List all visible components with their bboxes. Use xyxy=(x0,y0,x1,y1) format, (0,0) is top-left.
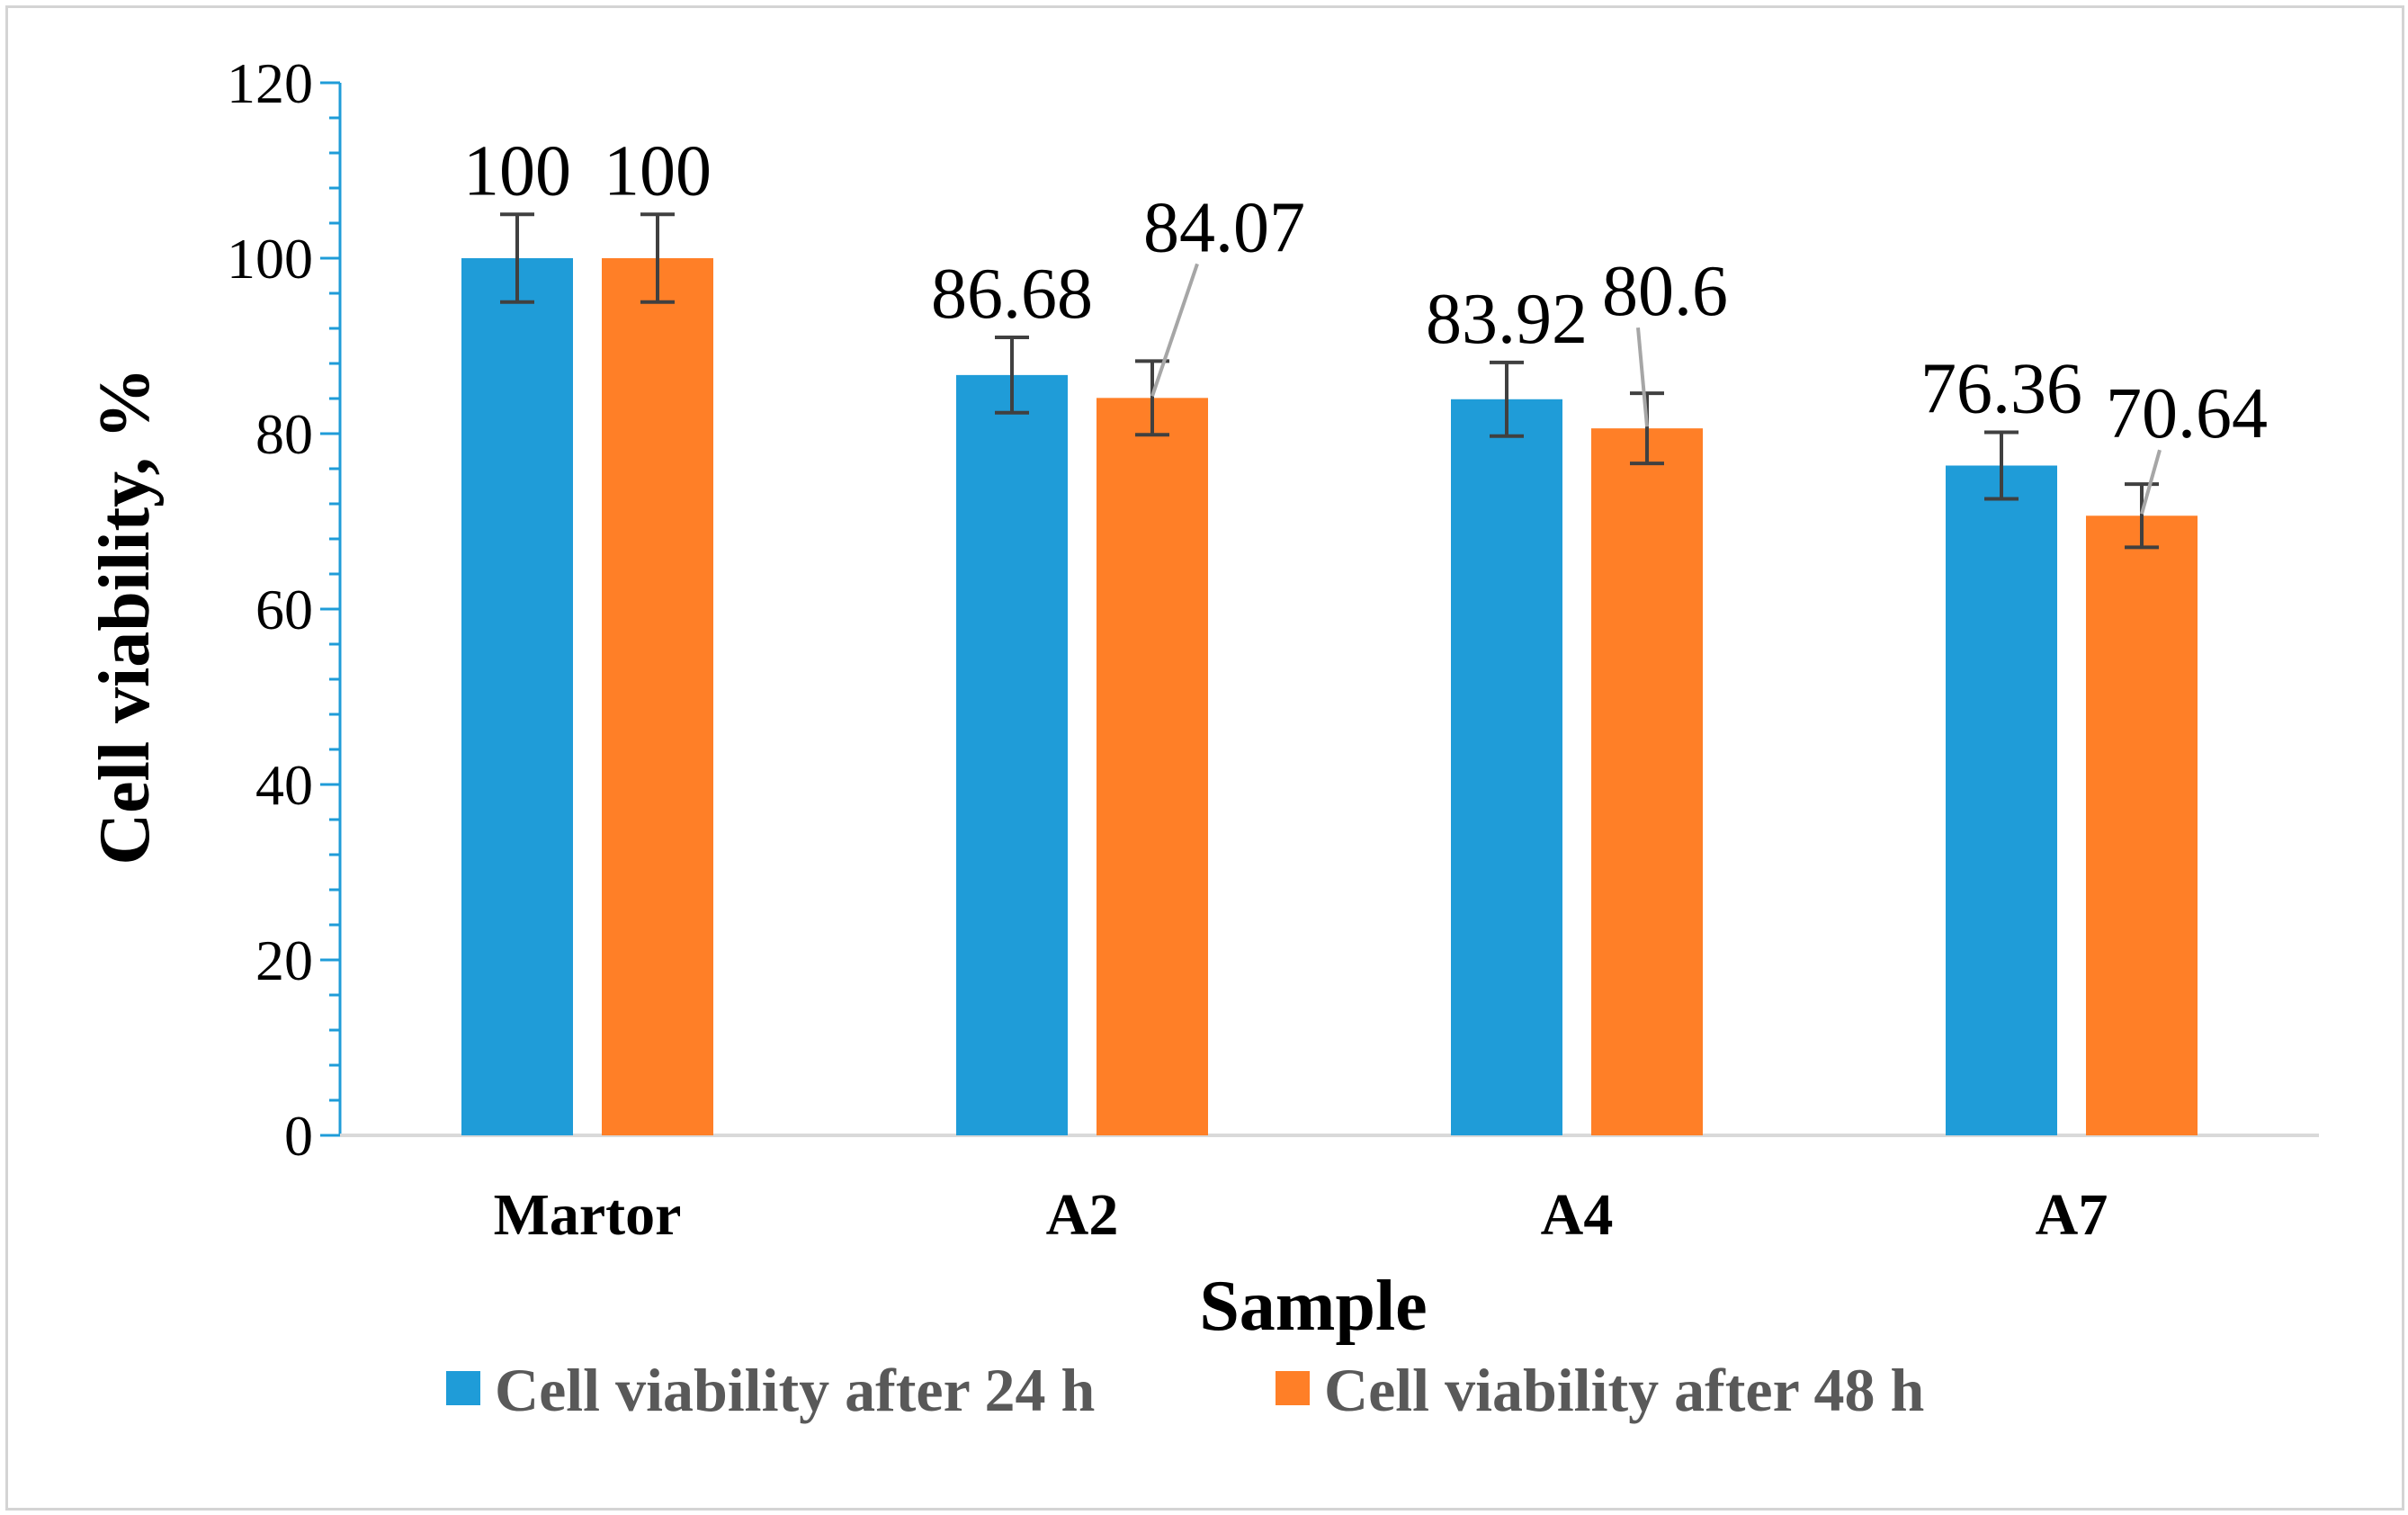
error-bar xyxy=(2125,482,2159,550)
x-axis-title: Sample xyxy=(1199,1267,1427,1346)
y-axis-title: Cell viability, % xyxy=(85,367,165,865)
x-tick-label: Martor xyxy=(494,1182,682,1248)
y-tick-label: 60 xyxy=(255,578,313,641)
bar-48h-a2 xyxy=(1097,398,1208,1135)
error-bar xyxy=(1984,430,2019,501)
bar-24h-a4 xyxy=(1451,399,1562,1135)
leader-line xyxy=(1150,263,1199,397)
legend-swatch-24h xyxy=(446,1371,480,1405)
data-label: 83.92 xyxy=(1426,280,1588,359)
legend: Cell viability after 24 h Cell viability… xyxy=(446,1356,1924,1424)
error-bar xyxy=(1630,391,1664,466)
bar-48h-a4 xyxy=(1591,428,1703,1135)
legend-swatch-48h xyxy=(1276,1371,1310,1405)
error-bar xyxy=(995,335,1029,415)
label-leader-lines xyxy=(1150,263,2162,515)
y-tick-label: 20 xyxy=(255,928,313,992)
x-tick-label: A4 xyxy=(1541,1182,1614,1248)
data-label: 70.64 xyxy=(2106,374,2268,453)
y-tick-label: 40 xyxy=(255,753,313,817)
bars xyxy=(461,258,2198,1135)
data-label: 76.36 xyxy=(1920,349,2082,428)
bar-48h-martor xyxy=(602,258,713,1135)
legend-label-48h: Cell viability after 48 h xyxy=(1324,1356,1924,1424)
y-tick-label: 80 xyxy=(255,402,313,466)
bar-24h-a7 xyxy=(1946,465,2057,1135)
y-tick-label: 0 xyxy=(284,1104,313,1168)
bar-24h-a2 xyxy=(956,374,1068,1135)
error-bar xyxy=(1490,360,1524,438)
x-tick-label: A2 xyxy=(1046,1182,1119,1248)
bar-24h-martor xyxy=(461,258,573,1135)
leader-line xyxy=(2140,449,2162,515)
x-tick-label: A7 xyxy=(2036,1182,2108,1248)
data-label: 100 xyxy=(463,131,571,211)
y-tick-label: 100 xyxy=(227,227,313,291)
data-label: 100 xyxy=(604,131,712,211)
error-bar xyxy=(500,212,534,304)
y-axis: 0 20 40 60 80 100 120 xyxy=(227,51,342,1168)
error-bars xyxy=(500,212,2159,550)
data-label: 80.6 xyxy=(1602,252,1728,331)
bar-48h-a7 xyxy=(2086,515,2198,1135)
data-label: 84.07 xyxy=(1143,188,1305,267)
error-bar xyxy=(640,212,675,304)
data-labels: 100 100 86.68 84.07 83.92 80.6 76.36 70.64 xyxy=(463,131,2268,453)
legend-label-24h: Cell viability after 24 h xyxy=(495,1356,1095,1424)
leader-line xyxy=(1636,327,1649,427)
x-axis: Martor A2 A4 A7 xyxy=(340,1134,2319,1248)
data-label: 86.68 xyxy=(931,255,1093,334)
y-tick-label: 120 xyxy=(227,51,313,115)
